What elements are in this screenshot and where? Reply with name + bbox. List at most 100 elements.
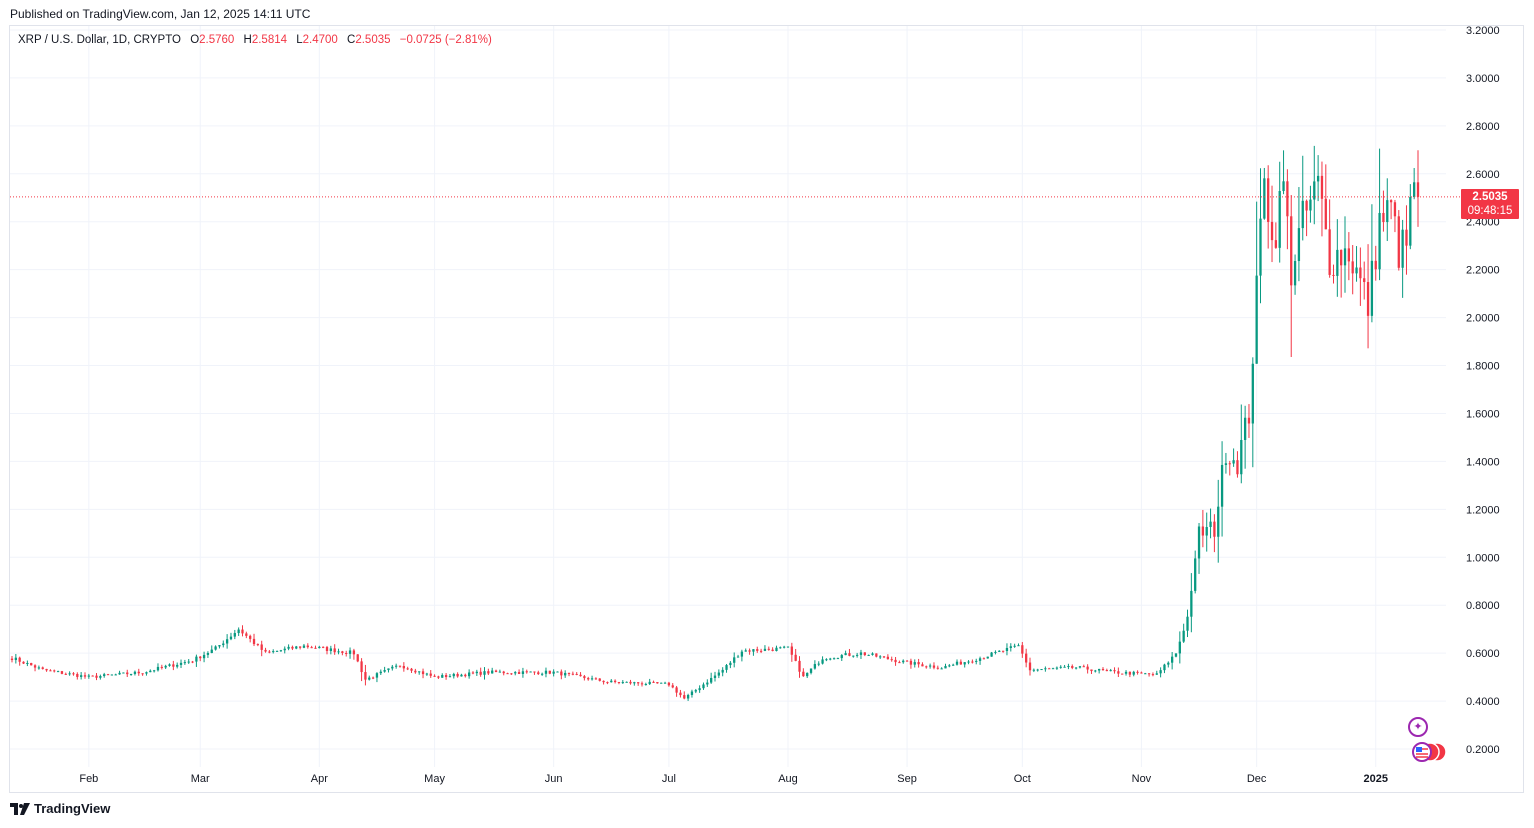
candle <box>610 679 613 683</box>
candle <box>852 655 855 658</box>
candle <box>1101 667 1105 671</box>
candle <box>149 669 152 673</box>
candle <box>103 672 106 678</box>
candle <box>648 678 651 686</box>
candle <box>402 662 405 672</box>
candle <box>617 681 621 685</box>
time-axis[interactable]: Feb Mar Apr May Jun Jul Aug Sep Oct Nov Dec 2025 <box>79 773 1388 785</box>
candle <box>467 669 471 679</box>
candle <box>875 653 878 658</box>
candle <box>748 648 751 655</box>
candle <box>1182 623 1185 643</box>
candle <box>740 649 744 662</box>
candle <box>1113 667 1116 674</box>
candle <box>844 650 847 656</box>
candle <box>802 668 805 677</box>
candle <box>210 645 213 654</box>
price-axis[interactable]: 3.2000 3.0000 2.8000 2.6000 2.4000 2.2000 2.00… <box>1466 25 1500 756</box>
candle <box>579 672 582 677</box>
candle <box>425 672 429 676</box>
us-flag-events-icon[interactable] <box>1408 741 1448 763</box>
candle <box>314 645 317 649</box>
candle <box>675 685 678 697</box>
candle <box>53 669 56 673</box>
x-tick-label: Apr <box>311 773 328 785</box>
candle <box>56 670 60 673</box>
low-value: 2.4700 <box>302 34 338 46</box>
candle <box>126 669 129 677</box>
candle <box>1328 199 1331 278</box>
candle <box>759 648 763 654</box>
candle <box>1405 205 1408 275</box>
candle <box>1051 667 1055 670</box>
candle <box>22 661 25 665</box>
candle <box>1413 168 1416 200</box>
candle <box>298 646 302 650</box>
candle <box>809 668 813 675</box>
candle <box>1251 357 1254 468</box>
candle <box>33 664 37 672</box>
candle <box>1305 199 1308 237</box>
open-label: O <box>190 34 200 46</box>
candle <box>909 658 913 669</box>
candle <box>318 645 321 649</box>
candle <box>552 669 555 677</box>
candle <box>1228 460 1231 476</box>
candle <box>64 672 67 675</box>
candle <box>729 661 732 669</box>
candle <box>206 651 210 658</box>
candle <box>982 657 986 660</box>
candle <box>840 654 843 661</box>
candle <box>68 671 71 676</box>
candle <box>959 659 963 665</box>
candle <box>260 640 263 657</box>
candle <box>1316 155 1320 202</box>
footer-brand[interactable]: TradingView <box>10 801 110 816</box>
candle <box>1151 672 1155 677</box>
x-tick-label: Feb <box>79 773 98 785</box>
candle <box>706 679 709 687</box>
candle <box>602 680 605 685</box>
sparkle-icon[interactable]: ✦ <box>1408 717 1428 737</box>
candle <box>1174 653 1178 658</box>
candle <box>587 676 590 681</box>
candle <box>736 654 740 658</box>
candle <box>1355 246 1358 282</box>
candle <box>1005 643 1009 656</box>
candle <box>1255 201 1258 364</box>
candle <box>537 670 540 675</box>
candle <box>1128 671 1132 678</box>
candle <box>798 656 801 678</box>
candle <box>625 681 628 683</box>
candle <box>713 671 717 682</box>
candle <box>506 672 509 675</box>
candle <box>1036 668 1039 672</box>
candle <box>249 634 252 643</box>
candle <box>1167 661 1170 668</box>
candle <box>1197 522 1201 574</box>
candle <box>464 673 467 678</box>
candle <box>529 671 532 673</box>
candle <box>1021 641 1024 658</box>
candle <box>345 650 348 657</box>
candle <box>1286 169 1289 250</box>
candle <box>1297 187 1301 282</box>
bar-countdown: 09:48:15 <box>1467 205 1513 217</box>
candle <box>1025 648 1028 668</box>
candle <box>168 663 171 667</box>
candle <box>1094 669 1097 673</box>
candle <box>725 663 728 673</box>
candle <box>410 667 413 674</box>
candle <box>452 672 455 679</box>
candle <box>76 672 79 680</box>
candle <box>779 646 782 649</box>
y-tick-label: 0.8000 <box>1466 600 1500 612</box>
candle <box>310 645 313 649</box>
chart-frame <box>9 25 1524 793</box>
candle <box>525 669 528 674</box>
candle <box>963 662 966 668</box>
low-label: L <box>296 34 303 46</box>
candle <box>633 681 636 686</box>
candle <box>1194 550 1197 594</box>
